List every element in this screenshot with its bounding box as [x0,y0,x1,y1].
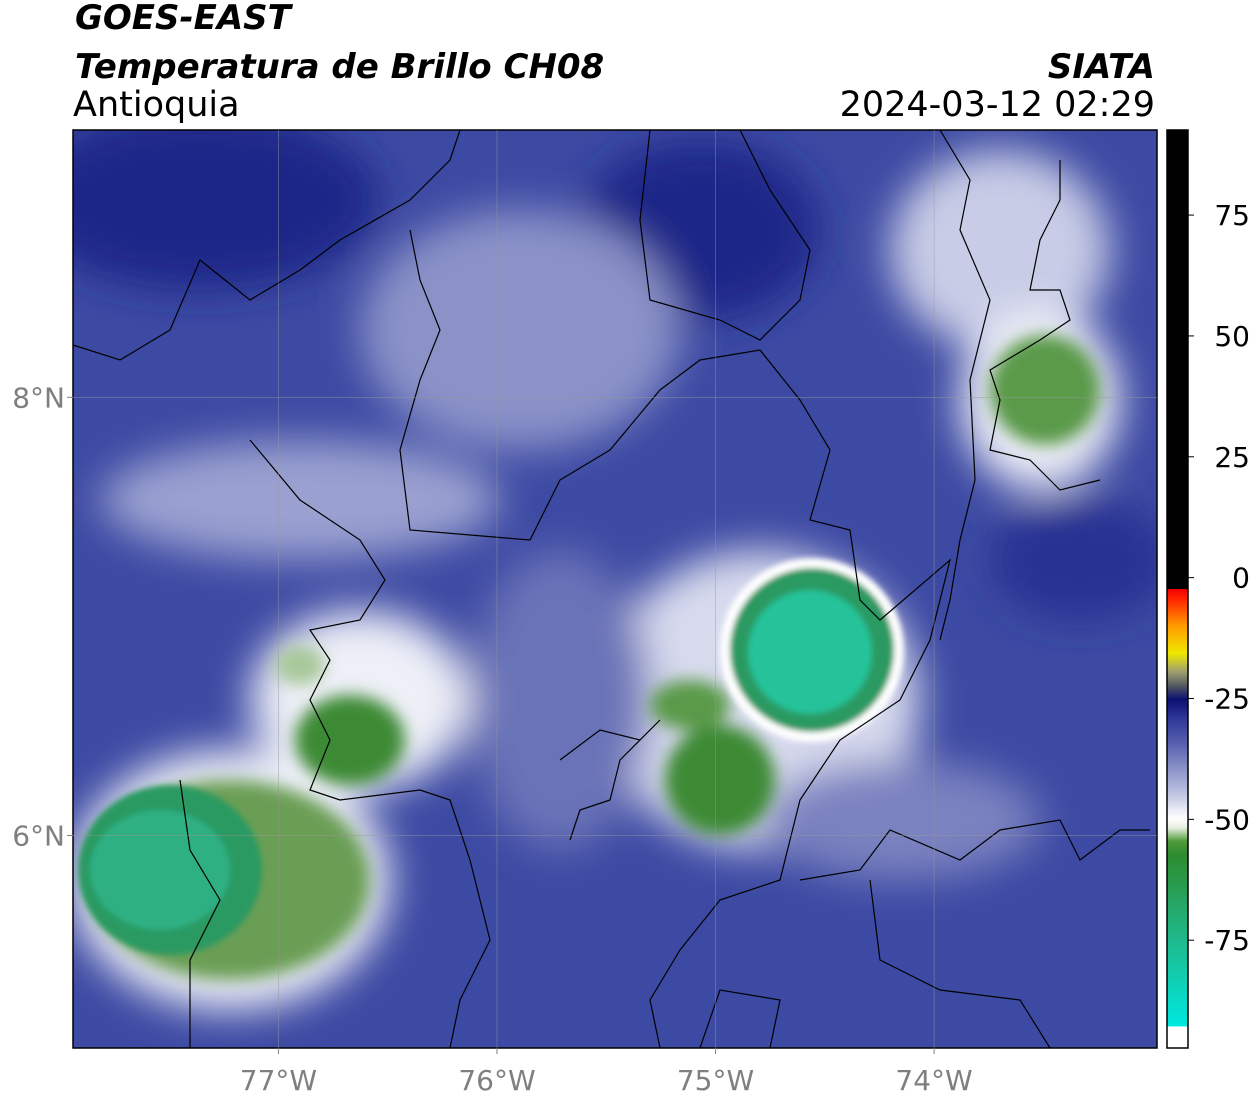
subtitle: Temperatura de Brillo CH08 [75,47,604,87]
x-tick-label: 75°W [677,1064,754,1097]
region: Antioquia [73,85,240,125]
map-frame [72,129,1158,1049]
source: SIATA [1048,47,1155,87]
x-tick-label: 76°W [458,1064,535,1097]
colorbar-tick-label: -25 [1204,682,1250,715]
colorbar [1166,129,1189,1049]
colorbar-tick-label: 75 [1214,199,1250,232]
colorbar-tick-label: -50 [1204,803,1250,836]
timestamp: 2024-03-12 02:29 [840,85,1155,125]
colorbar-tick-label: -75 [1204,924,1250,957]
y-tick-label: 6°N [12,819,65,852]
title: GOES-EAST [75,0,294,38]
colorbar-tick-label: 50 [1214,320,1250,353]
x-tick-label: 74°W [895,1064,972,1097]
satellite-image [73,130,1157,1048]
colorbar-tick-label: 25 [1214,441,1250,474]
x-tick-label: 77°W [240,1064,317,1097]
colorbar-tick-label: 0 [1232,562,1250,595]
y-tick-label: 8°N [12,381,65,414]
